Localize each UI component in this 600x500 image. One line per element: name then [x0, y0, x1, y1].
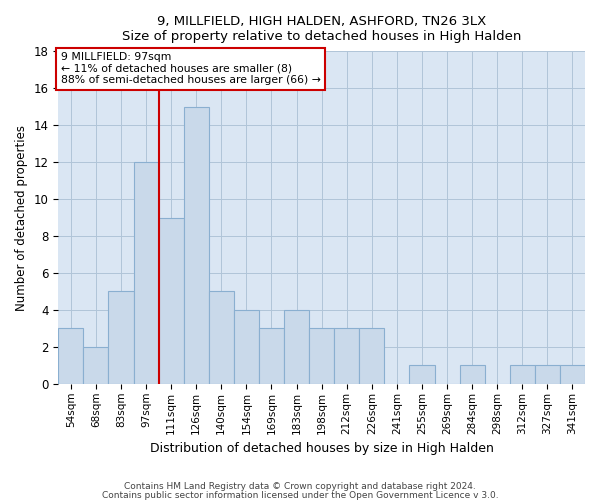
- Text: 9 MILLFIELD: 97sqm
← 11% of detached houses are smaller (8)
88% of semi-detached: 9 MILLFIELD: 97sqm ← 11% of detached hou…: [61, 52, 320, 85]
- Bar: [259, 328, 284, 384]
- Bar: [409, 366, 434, 384]
- Bar: [510, 366, 535, 384]
- Text: Contains public sector information licensed under the Open Government Licence v : Contains public sector information licen…: [101, 491, 499, 500]
- Bar: [460, 366, 485, 384]
- Title: 9, MILLFIELD, HIGH HALDEN, ASHFORD, TN26 3LX
Size of property relative to detach: 9, MILLFIELD, HIGH HALDEN, ASHFORD, TN26…: [122, 15, 521, 43]
- Bar: [58, 328, 83, 384]
- Bar: [334, 328, 359, 384]
- Bar: [184, 106, 209, 384]
- Bar: [284, 310, 309, 384]
- Y-axis label: Number of detached properties: Number of detached properties: [15, 124, 28, 310]
- Bar: [83, 347, 109, 384]
- Bar: [234, 310, 259, 384]
- Bar: [109, 292, 134, 384]
- Text: Contains HM Land Registry data © Crown copyright and database right 2024.: Contains HM Land Registry data © Crown c…: [124, 482, 476, 491]
- Bar: [535, 366, 560, 384]
- Bar: [359, 328, 385, 384]
- Bar: [134, 162, 158, 384]
- Bar: [158, 218, 184, 384]
- Bar: [309, 328, 334, 384]
- Bar: [209, 292, 234, 384]
- Bar: [560, 366, 585, 384]
- X-axis label: Distribution of detached houses by size in High Halden: Distribution of detached houses by size …: [150, 442, 494, 455]
